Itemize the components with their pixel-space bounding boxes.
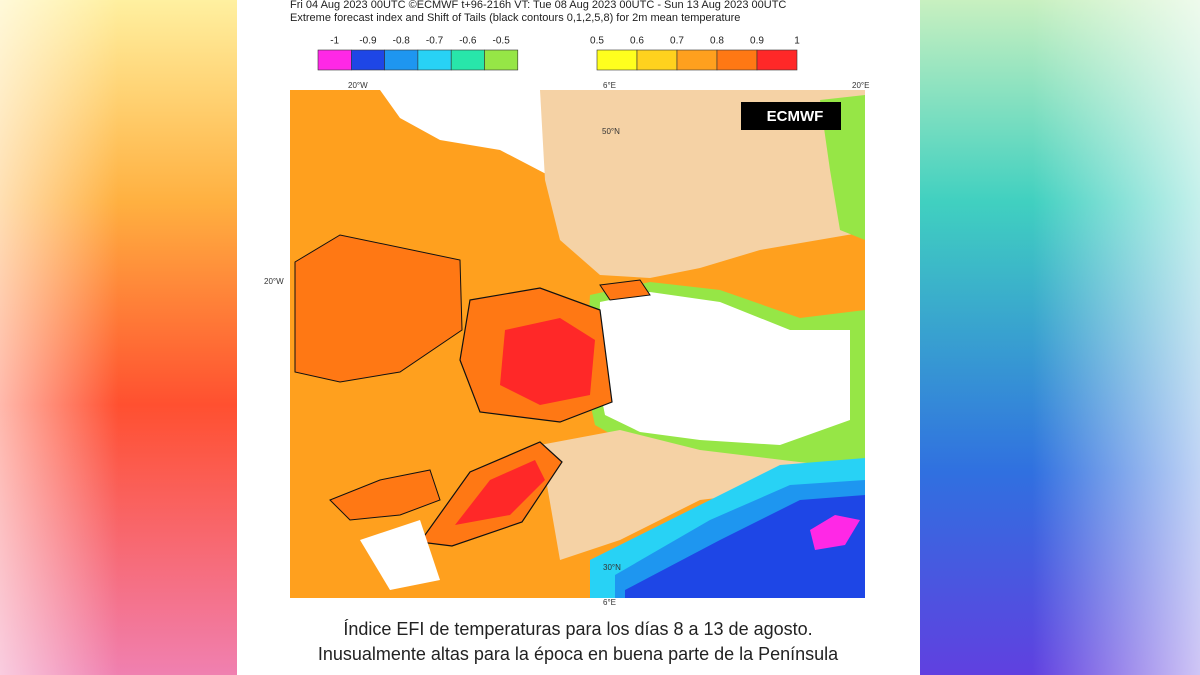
colorbar-label: -0.9 xyxy=(359,36,377,47)
colorbar-label: -0.6 xyxy=(459,36,477,47)
colorbar-cell xyxy=(350,49,385,71)
caption-line: Inusualmente altas para la época en buen… xyxy=(318,644,839,664)
colorbar-cell xyxy=(417,49,452,71)
neg-area xyxy=(820,95,865,240)
colorbar-cell xyxy=(756,49,798,71)
colorbar-cell xyxy=(716,49,758,71)
colorbar-cell xyxy=(484,49,519,71)
colorbar-label: -0.8 xyxy=(393,36,411,47)
colorbar-label: 0.9 xyxy=(750,36,764,47)
high-area xyxy=(500,318,595,405)
high-area xyxy=(294,234,463,383)
caption-line: Índice EFI de temperaturas para los días… xyxy=(343,619,812,639)
colorbar-label: -1 xyxy=(330,36,339,47)
low-area xyxy=(360,520,440,590)
high-area xyxy=(455,460,545,525)
header-line: Fri 04 Aug 2023 00UTC ©ECMWF t+96-216h V… xyxy=(290,0,786,11)
map-label: 20°E xyxy=(852,81,869,90)
colorbar-label: 0.5 xyxy=(590,36,604,47)
colorbar-label: 0.6 xyxy=(630,36,644,47)
colorbar-cell xyxy=(384,49,419,71)
land xyxy=(540,430,865,560)
map-label: 6°E xyxy=(603,81,616,90)
logo: ECMWF xyxy=(767,108,824,125)
low-area xyxy=(380,90,548,175)
header-line: Extreme forecast index and Shift of Tail… xyxy=(290,12,740,24)
colorbar-cell xyxy=(317,49,352,71)
colorbar-cell xyxy=(676,49,718,71)
colorbar-label: 1 xyxy=(794,36,800,47)
colorbar: -1 -0.9 -0.8 -0.7 -0.6 -0.5 0.5 0.6 0.7 0.8 0.9 1 xyxy=(317,36,800,71)
map: ECMWF 20°W 20°W 6°E 50°N 30°N 6°E 20°E xyxy=(264,81,869,607)
colorbar-cell xyxy=(636,49,678,71)
colorbar-label: 0.8 xyxy=(710,36,724,47)
low-area xyxy=(598,292,850,445)
high-area xyxy=(329,469,441,521)
colorbar-label: -0.5 xyxy=(493,36,511,47)
neg-area xyxy=(810,515,860,550)
colorbar-label: -0.7 xyxy=(426,36,444,47)
colorbar-label: 0.7 xyxy=(670,36,684,47)
high-area xyxy=(599,279,651,301)
colorbar-cell xyxy=(450,49,485,71)
map-label: 20°W xyxy=(348,81,368,90)
map-label: 6°E xyxy=(603,598,616,607)
side-blur xyxy=(920,0,1200,675)
map-label: 50°N xyxy=(602,127,620,136)
neg-area xyxy=(625,495,865,598)
land xyxy=(540,90,865,278)
logo-box xyxy=(741,102,841,130)
map-label: 20°W xyxy=(264,277,284,286)
map-label: 30°N xyxy=(603,563,621,572)
colorbar-cell xyxy=(596,49,638,71)
side-blur xyxy=(0,0,237,675)
